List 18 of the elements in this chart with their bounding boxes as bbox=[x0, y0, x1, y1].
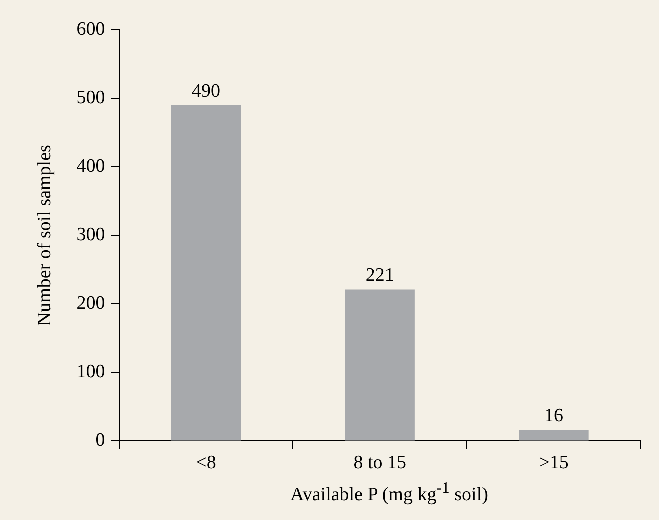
bar bbox=[345, 290, 415, 441]
data-label: 16 bbox=[544, 406, 564, 427]
y-tick-label: 600 bbox=[76, 18, 106, 40]
y-tick-label: 100 bbox=[76, 362, 106, 383]
y-tick-label: 400 bbox=[76, 156, 106, 178]
y-tick-label: 300 bbox=[76, 224, 106, 246]
y-tick-label: 200 bbox=[76, 293, 106, 314]
bar bbox=[171, 105, 242, 441]
y-axis-title: Number of soil samples bbox=[34, 145, 56, 326]
x-tick-label: <8 bbox=[196, 452, 216, 474]
data-label: 221 bbox=[366, 265, 394, 286]
x-tick-label: 8 to 15 bbox=[354, 452, 407, 474]
y-tick-label: 500 bbox=[76, 88, 106, 109]
x-axis-title: Available P (mg kg$^{-1}$ soil) bbox=[290, 480, 490, 506]
bar bbox=[519, 430, 589, 441]
data-label: 490 bbox=[192, 80, 220, 102]
y-tick-label: 0 bbox=[96, 430, 106, 452]
x-tick-label: >15 bbox=[539, 452, 569, 474]
